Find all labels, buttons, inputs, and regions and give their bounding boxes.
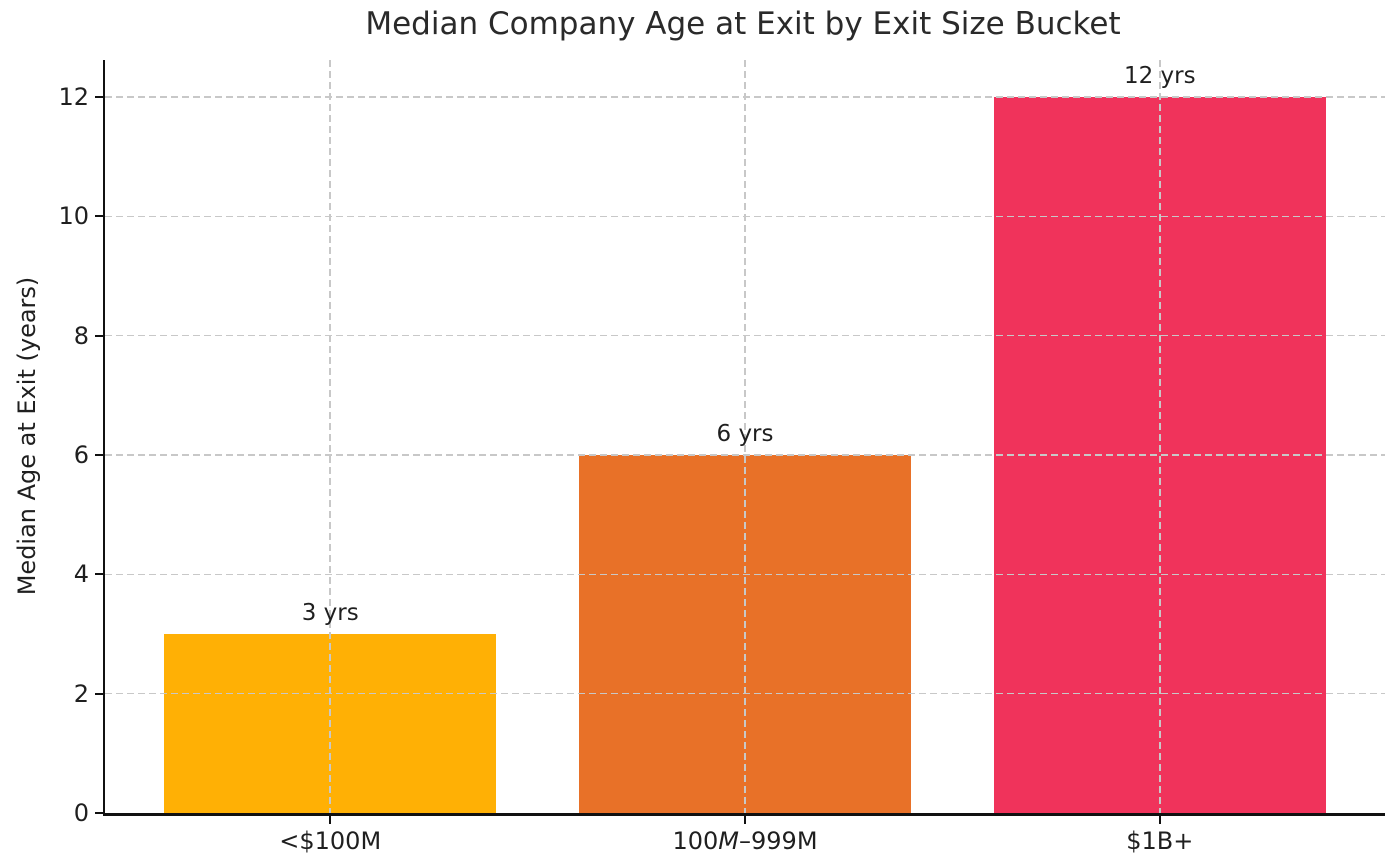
plot-area: 0 2 4 6 8 10 12 <$100M 100M–999M $1B+ 3 yrs 6 yrs 12… xyxy=(58,60,1385,855)
x-tick-label: $1B+ xyxy=(1126,827,1193,855)
y-tick-label: 10 xyxy=(58,202,89,231)
grid-line-vertical xyxy=(329,60,331,813)
x-tick-mark xyxy=(329,816,332,824)
y-tick-mark xyxy=(95,453,103,456)
y-tick-label: 12 xyxy=(58,82,89,111)
y-tick-label: 0 xyxy=(73,799,89,827)
y-tick-label: 2 xyxy=(73,679,89,708)
x-tick-mark xyxy=(1158,816,1161,824)
x-tick-label-segment: 100 xyxy=(672,827,719,855)
x-tick-label: 100M–999M xyxy=(672,827,817,855)
y-tick-label: 6 xyxy=(73,440,89,469)
x-tick-label: <$100M xyxy=(279,827,381,855)
y-tick-mark xyxy=(95,812,103,814)
y-tick-mark xyxy=(95,692,103,695)
x-tick-label-segment: M xyxy=(718,827,740,855)
chart-title: Median Company Age at Exit by Exit Size … xyxy=(365,6,1121,42)
x-tick-mark xyxy=(744,816,746,824)
x-tick-label-segment: <$100M xyxy=(279,827,382,855)
y-tick-mark xyxy=(95,573,103,576)
x-tick-label-segment: $1B+ xyxy=(1126,827,1194,855)
y-tick-mark xyxy=(95,334,103,337)
y-tick-mark xyxy=(95,215,103,218)
y-tick-label: 4 xyxy=(73,560,89,589)
bar-value-label: 3 yrs xyxy=(301,600,359,626)
grid-line-vertical xyxy=(744,60,746,813)
grid-line-vertical xyxy=(1159,60,1161,813)
y-tick-mark xyxy=(95,95,103,98)
bar-value-label: 6 yrs xyxy=(716,421,774,447)
bar-value-label: 12 yrs xyxy=(1123,63,1196,89)
y-tick-label: 8 xyxy=(73,321,89,350)
x-tick-label-segment: –999M xyxy=(739,827,818,855)
